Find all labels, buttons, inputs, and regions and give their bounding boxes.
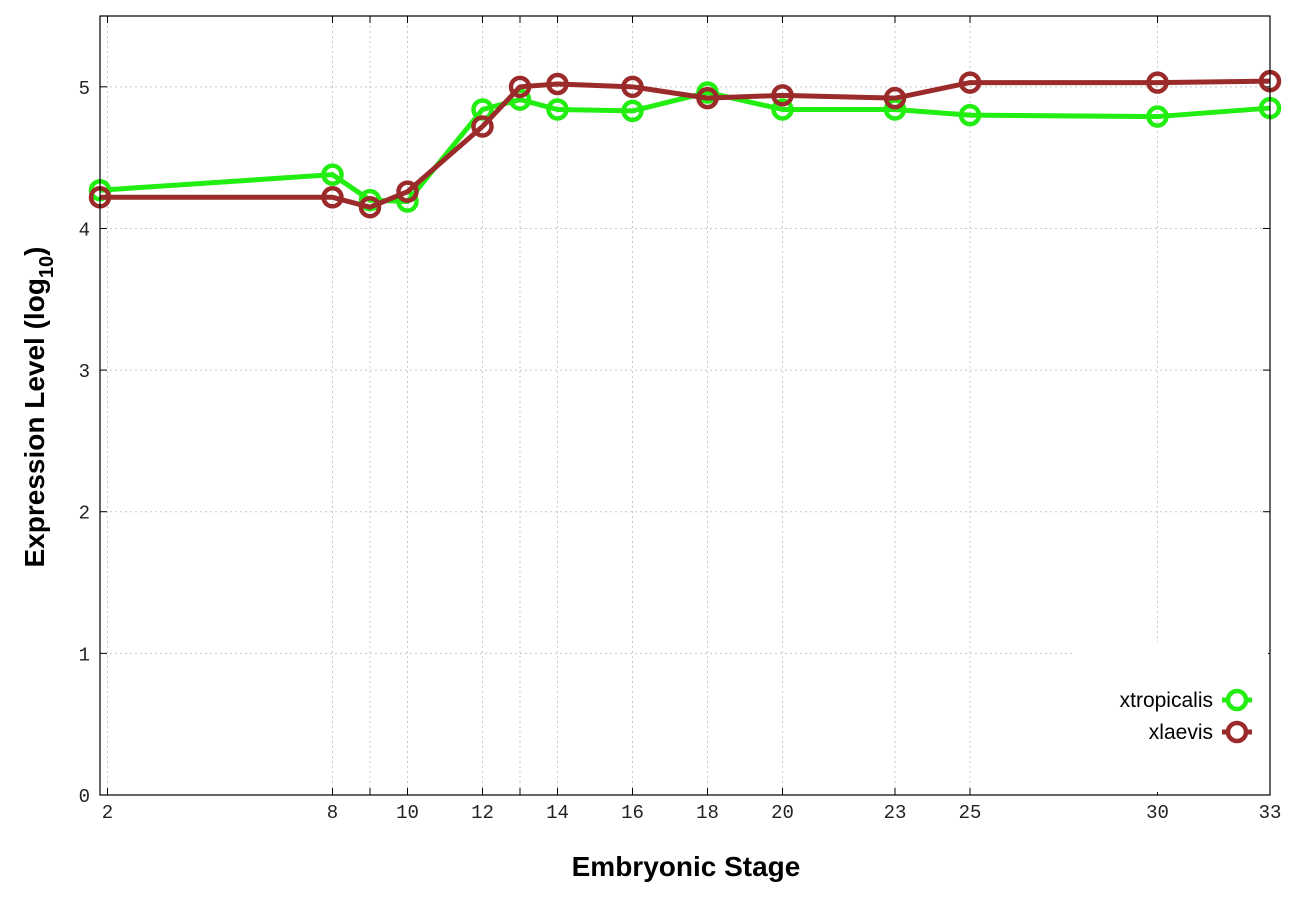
data-point-xtropicalis	[958, 103, 982, 127]
data-point-xlaevis	[471, 115, 494, 138]
x-tick-label: 8	[327, 802, 338, 824]
x-tick-label: 30	[1146, 802, 1169, 824]
data-point-xtropicalis	[321, 163, 344, 186]
data-point-xlaevis	[508, 75, 532, 99]
legend-label-xlaevis: xlaevis	[1149, 721, 1213, 744]
legend-marker-xtropicalis	[1225, 688, 1249, 712]
series-line-xlaevis	[100, 78, 1271, 210]
data-point-xlaevis	[621, 75, 644, 99]
data-point-xtropicalis	[771, 98, 794, 121]
y-tick-label: 5	[79, 78, 90, 100]
y-axis-title: Expression Level (log10)	[19, 247, 58, 568]
data-point-xtropicalis	[546, 98, 569, 121]
x-tick-label: 18	[696, 802, 719, 824]
data-point-xlaevis	[958, 71, 982, 94]
data-point-xlaevis	[396, 180, 419, 203]
legend: xtropicalis xlaevis	[1120, 688, 1252, 744]
x-tick-label: 2	[102, 802, 113, 824]
x-tick-label: 10	[396, 802, 419, 824]
data-point-xlaevis	[358, 195, 382, 219]
plot-frame	[99, 15, 1271, 796]
y-tick-label: 2	[79, 503, 90, 525]
legend-background	[1072, 642, 1268, 792]
data-point-xtropicalis	[621, 99, 644, 123]
x-tick-label: 25	[959, 802, 982, 824]
legend-marker-xlaevis	[1225, 720, 1249, 744]
data-point-xlaevis	[1146, 71, 1169, 94]
series-layer	[88, 69, 1282, 219]
x-tick-label: 12	[471, 802, 494, 824]
y-tick-label: 0	[79, 786, 90, 808]
y-axis-title-subscript: 10	[36, 256, 58, 278]
data-point-xlaevis	[546, 72, 569, 96]
series-line-xtropicalis	[99, 89, 1271, 205]
y-tick-label: 4	[79, 219, 90, 241]
x-tick-label: 14	[546, 802, 569, 824]
y-tick-label: 3	[79, 361, 90, 383]
x-tick-label: 20	[771, 802, 794, 824]
y-axis-title-close: )	[19, 247, 50, 256]
x-tick-label: 23	[884, 802, 907, 824]
data-point-xtropicalis	[1146, 105, 1169, 128]
x-axis-title: Embryonic Stage	[572, 851, 801, 882]
y-axis-title-main: Expression Level (log	[19, 278, 50, 567]
y-tick-label: 1	[79, 644, 90, 666]
legend-label-xtropicalis: xtropicalis	[1120, 689, 1213, 712]
data-point-xlaevis	[321, 186, 344, 209]
x-tick-label: 16	[621, 802, 644, 824]
data-point-xlaevis	[696, 86, 719, 110]
data-point-xlaevis	[771, 84, 794, 107]
data-point-xlaevis	[883, 86, 907, 110]
x-tick-label: 33	[1259, 802, 1282, 824]
